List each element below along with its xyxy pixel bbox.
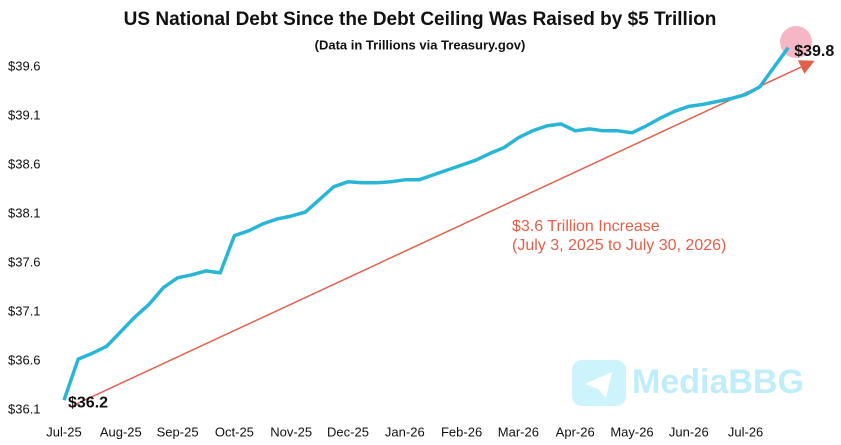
- annotation: $3.6 Trillion Increase: [512, 218, 660, 235]
- x-tick-label: Jul-26: [728, 424, 763, 439]
- y-tick-label: $37.6: [8, 255, 41, 270]
- trend-arrow: [71, 60, 815, 407]
- debt-line: [62, 46, 790, 401]
- x-tick-label: Mar-26: [498, 424, 539, 439]
- y-tick-label: $39.1: [8, 108, 41, 123]
- watermark: MediaBBG: [632, 363, 804, 401]
- x-tick-label: Jul-25: [46, 424, 81, 439]
- y-tick-label: $38.1: [8, 206, 41, 221]
- x-tick-label: Feb-26: [441, 424, 482, 439]
- x-tick-label: Jan-26: [385, 424, 425, 439]
- x-tick-label: May-26: [610, 424, 653, 439]
- x-tick-label: Jun-26: [669, 424, 709, 439]
- x-tick-label: Nov-25: [270, 424, 312, 439]
- x-tick-label: Dec-25: [327, 424, 369, 439]
- x-tick-label: Oct-25: [215, 424, 254, 439]
- watermark-logo: [572, 360, 626, 406]
- x-tick-label: Apr-26: [556, 424, 595, 439]
- x-tick-label: Aug-25: [100, 424, 142, 439]
- y-tick-label: $36.1: [8, 401, 41, 416]
- y-tick-label: $38.6: [8, 157, 41, 172]
- annotation: (July 3, 2025 to July 30, 2026): [512, 237, 726, 254]
- chart-title: US National Debt Since the Debt Ceiling …: [124, 9, 717, 30]
- x-tick-label: Sep-25: [157, 424, 199, 439]
- start-label: $36.2: [68, 394, 108, 411]
- y-tick-label: $39.6: [8, 59, 41, 74]
- chart-subtitle: (Data in Trillions via Treasury.gov): [315, 37, 526, 52]
- y-tick-label: $36.6: [8, 352, 41, 367]
- y-tick-label: $37.1: [8, 303, 41, 318]
- end-label: $39.8: [794, 43, 834, 60]
